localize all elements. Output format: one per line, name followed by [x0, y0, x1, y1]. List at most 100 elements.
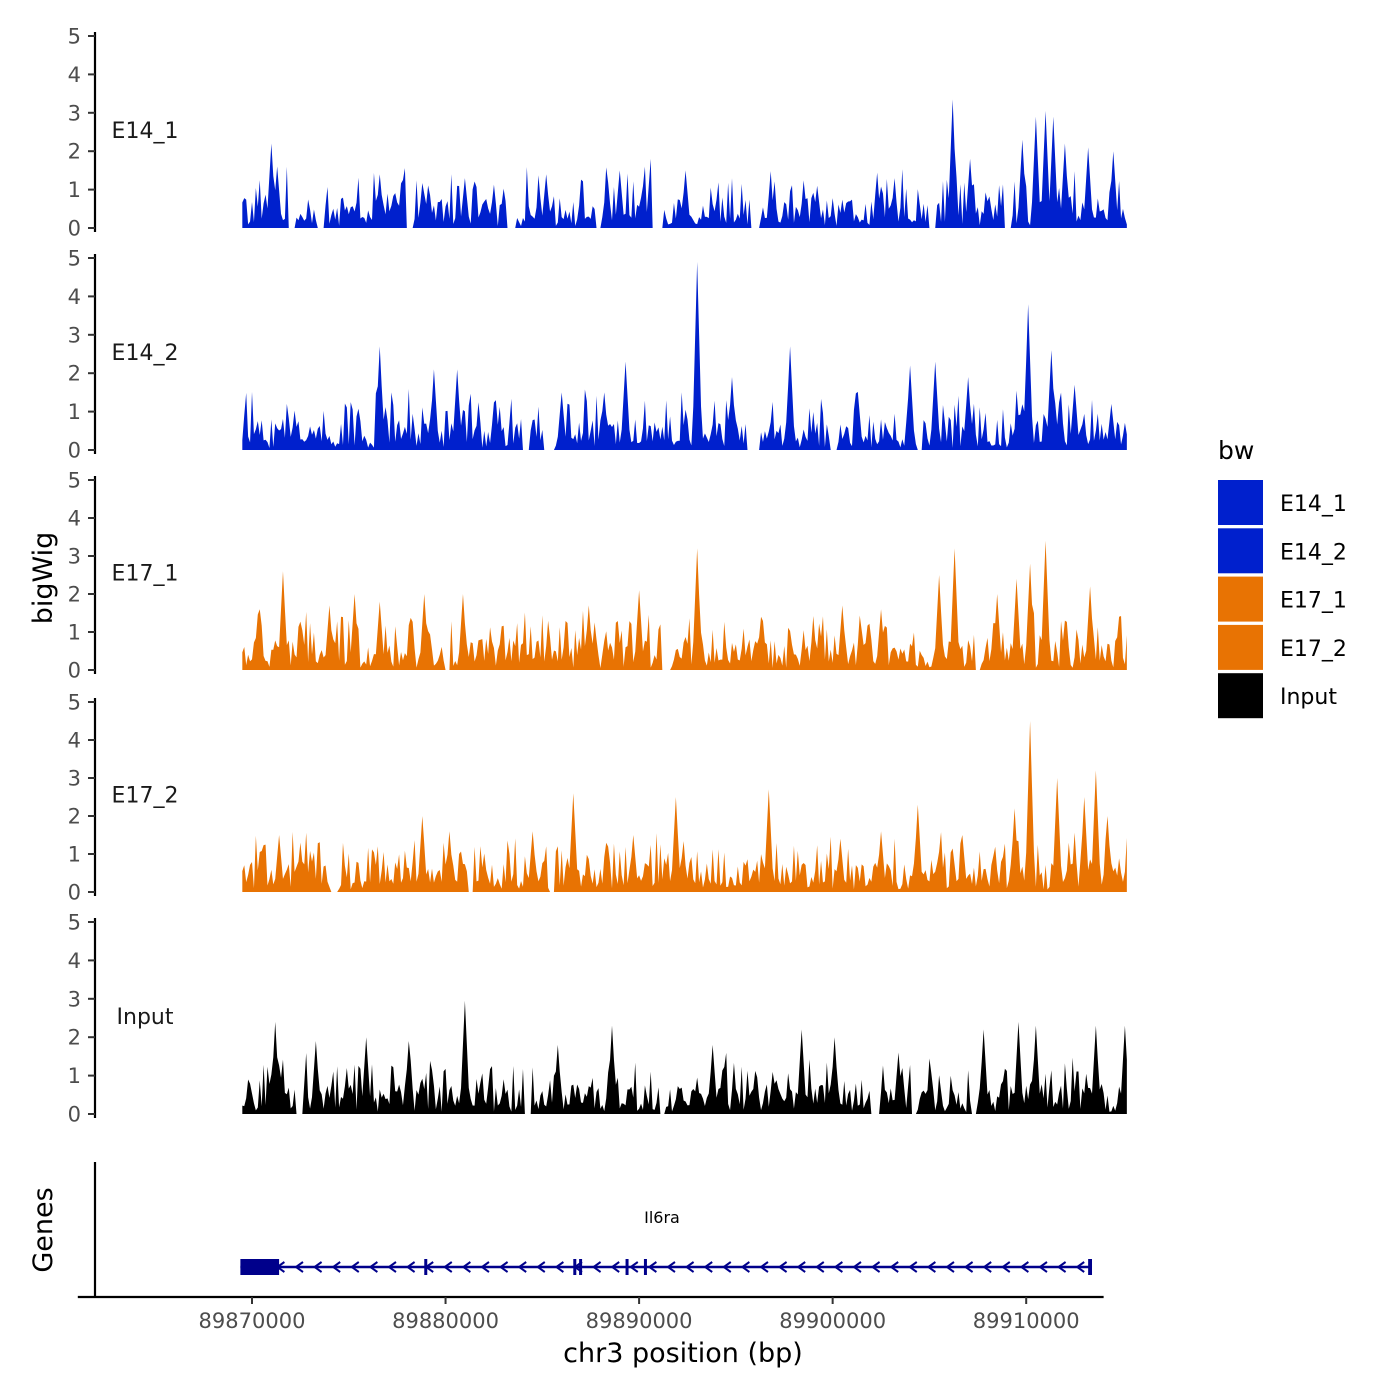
x-tick-label: 89870000: [199, 1309, 306, 1333]
strand-arrow: [1056, 1261, 1067, 1273]
track-e17-1: 0 1 2 3 4 5 E17_1: [68, 469, 1127, 683]
strand-arrow: [1001, 1261, 1011, 1273]
strand-arrow: [833, 1261, 843, 1273]
strand-arrow: [331, 1261, 341, 1273]
strand-arrow: [1019, 1261, 1029, 1273]
gene-exon: [424, 1259, 428, 1275]
strand-arrow: [387, 1261, 397, 1273]
strand-arrow: [312, 1261, 323, 1273]
strand-arrow: [852, 1261, 862, 1273]
strand-arrow: [591, 1261, 602, 1273]
y-tick-label: 0: [68, 217, 81, 241]
track-e17-2: 0 1 2 3 4 5 E17_2: [68, 691, 1127, 905]
gene-exon: [240, 1259, 280, 1275]
strand-arrow: [982, 1261, 992, 1273]
legend-label: E14_2: [1280, 540, 1347, 565]
strand-arrow: [759, 1261, 769, 1273]
track-name: E17_1: [112, 562, 179, 587]
strand-arrow: [870, 1261, 881, 1273]
y-tick-label: 1: [68, 621, 81, 645]
strand-arrow: [796, 1261, 806, 1273]
y-tick-label: 3: [68, 323, 81, 347]
y-tick-label: 2: [68, 140, 81, 164]
x-tick-label: 89890000: [586, 1309, 693, 1333]
y-tick-label: 2: [68, 362, 81, 386]
strand-arrow: [666, 1261, 676, 1273]
strand-arrow: [777, 1261, 788, 1273]
gene-exon: [573, 1259, 577, 1275]
strand-arrow: [405, 1261, 416, 1273]
strand-arrow: [647, 1261, 657, 1273]
signal-area-input: [242, 1000, 1127, 1114]
y-tick-label: 4: [68, 729, 81, 753]
strand-arrow: [443, 1261, 453, 1273]
legend-label: Input: [1280, 685, 1337, 710]
strand-arrow: [963, 1261, 974, 1273]
strand-arrow: [498, 1261, 509, 1273]
y-tick-label: 4: [68, 63, 81, 87]
y-tick-label: 0: [68, 1103, 81, 1127]
legend-label: E17_1: [1280, 589, 1347, 614]
strand-arrow: [908, 1261, 918, 1273]
legend-swatch-input: [1218, 673, 1263, 719]
strand-arrow: [350, 1261, 360, 1273]
strand-arrow: [517, 1261, 527, 1273]
y-tick-label: 0: [68, 659, 81, 683]
y-tick-label: 5: [68, 691, 81, 715]
signal-tracks: 0 1 2 3 4 5 E14_1 0 1 2 3 4 5 E14_2 0 1 2 3 4 5 E17_1 0 1 2 3 4 5 E…: [68, 25, 1127, 1127]
legend-label: E14_1: [1280, 492, 1347, 517]
track-e14-1: 0 1 2 3 4 5 E14_1: [68, 25, 1127, 241]
y-tick-label: 0: [68, 439, 81, 463]
legend: bw E14_1 E14_2 E17_1 E17_2 Input: [1218, 436, 1347, 719]
strand-arrow: [461, 1261, 471, 1273]
gene-exon: [579, 1259, 583, 1275]
strand-arrow: [889, 1261, 899, 1273]
strand-arrow: [722, 1261, 732, 1273]
genes-axis-title: Genes: [28, 1187, 59, 1272]
signal-area-e14-1: [242, 99, 1127, 228]
legend-swatch-e17-1: [1218, 576, 1263, 622]
strand-arrow: [684, 1261, 695, 1273]
legend-swatch-e17-2: [1218, 624, 1263, 670]
y-tick-label: 1: [68, 1064, 81, 1088]
legend-swatch-e14-1: [1218, 480, 1263, 525]
x-tick-label: 89880000: [392, 1309, 499, 1333]
track-name: E14_2: [112, 341, 179, 366]
track-name: Input: [117, 1005, 174, 1030]
track-e14-2: 0 1 2 3 4 5 E14_2: [68, 247, 1127, 463]
strand-arrow: [815, 1261, 825, 1273]
y-tick-label: 5: [68, 25, 81, 49]
strand-arrow: [945, 1261, 955, 1273]
y-tick-label: 5: [68, 247, 81, 271]
x-axis: 89870000 89880000 89890000 89900000 89910000: [77, 1295, 1104, 1333]
legend-swatch-e14-2: [1218, 528, 1263, 574]
strand-arrow: [536, 1261, 546, 1273]
strand-arrow: [703, 1261, 713, 1273]
strand-arrow: [554, 1261, 564, 1273]
strand-arrow: [480, 1261, 490, 1273]
y-tick-label: 2: [68, 583, 81, 607]
strand-arrow: [740, 1261, 750, 1273]
y-tick-label: 3: [68, 545, 81, 569]
y-tick-label: 3: [68, 987, 81, 1011]
strand-arrow: [1075, 1261, 1085, 1273]
strand-arrow: [1038, 1261, 1048, 1273]
strand-arrow: [294, 1261, 304, 1273]
y-tick-label: 1: [68, 178, 81, 202]
strand-arrow: [610, 1261, 620, 1273]
signal-area-e17-1: [242, 540, 1127, 670]
gene-exon: [643, 1259, 647, 1275]
strand-arrow: [629, 1261, 639, 1273]
y-tick-label: 1: [68, 843, 81, 867]
y-tick-label: 4: [68, 949, 81, 973]
track-name: E14_1: [112, 119, 179, 144]
y-tick-label: 3: [68, 101, 81, 125]
legend-label: E17_2: [1280, 637, 1347, 662]
legend-title: bw: [1218, 436, 1254, 465]
y-tick-label: 4: [68, 285, 81, 309]
strand-arrow: [926, 1261, 936, 1273]
x-tick-label: 89910000: [973, 1309, 1080, 1333]
y-tick-label: 3: [68, 767, 81, 791]
y-tick-label: 2: [68, 1026, 81, 1050]
